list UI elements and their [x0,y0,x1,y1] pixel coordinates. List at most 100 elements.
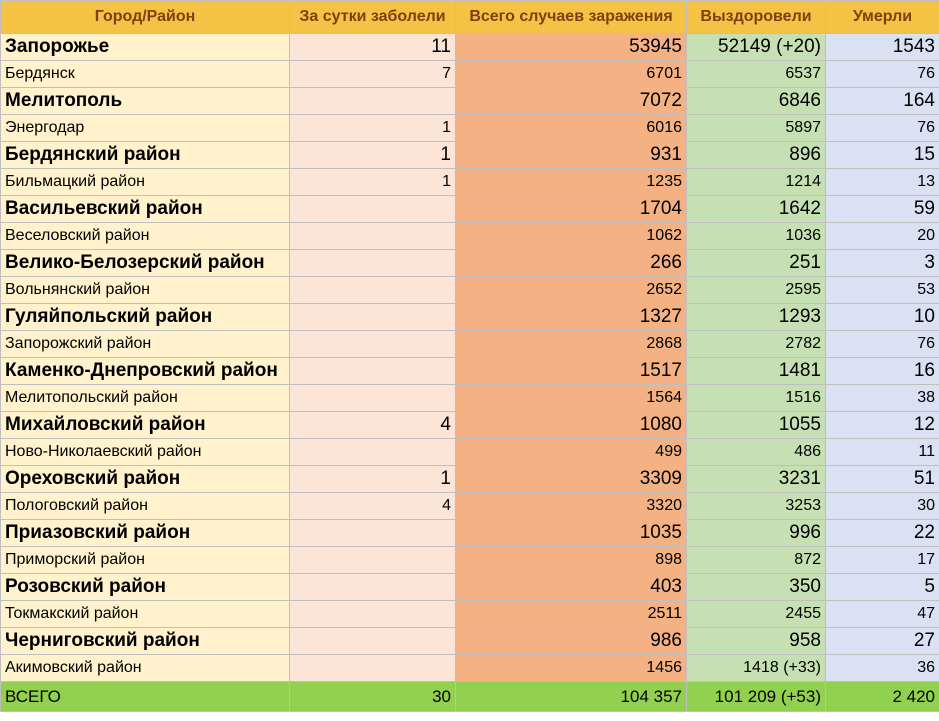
value-cell: 2455 [686,600,826,628]
total-row: ВСЕГО 30 104 357 101 209 (+53) 2 420 [0,681,939,712]
value-cell: 5897 [686,114,826,142]
value-cell: 11 [289,33,456,61]
region-cell: Гуляйпольский район [0,303,290,331]
value-cell: 27 [825,627,939,655]
value-cell [289,357,456,385]
value-cell [289,627,456,655]
value-cell [289,384,456,412]
region-cell: Бердянск [0,60,290,88]
value-cell: 4 [289,411,456,439]
region-cell: Запорожский район [0,330,290,358]
region-cell: Акимовский район [0,654,290,682]
value-cell: 1642 [686,195,826,223]
data-row: Пологовский район 4 3320 3253 30 [0,492,939,520]
value-cell: 1517 [455,357,687,385]
value-cell: 1 [289,465,456,493]
data-row: Мелитополь 7072 6846 164 [0,87,939,115]
region-cell: Ново-Николаевский район [0,438,290,466]
value-cell: 486 [686,438,826,466]
region-cell: Михайловский район [0,411,290,439]
value-cell [289,600,456,628]
data-row: Ореховский район 1 3309 3231 51 [0,465,939,493]
value-cell: 958 [686,627,826,655]
value-cell: 1035 [455,519,687,547]
value-cell: 5 [825,573,939,601]
value-cell: 164 [825,87,939,115]
value-cell: 2 420 [825,681,939,712]
value-cell: 403 [455,573,687,601]
data-row: Вольнянский район 2652 2595 53 [0,276,939,304]
value-cell: 1235 [455,168,687,196]
value-cell: 1 [289,141,456,169]
value-cell: 1481 [686,357,826,385]
value-cell: 1516 [686,384,826,412]
value-cell [289,654,456,682]
value-cell: 76 [825,114,939,142]
header-row: Город/Район За сутки заболели Всего случае… [0,0,939,34]
region-cell: Приморский район [0,546,290,574]
value-cell [289,249,456,277]
data-row: Запорожский район 2868 2782 76 [0,330,939,358]
value-cell: 3 [825,249,939,277]
value-cell: 1327 [455,303,687,331]
value-cell [289,330,456,358]
value-cell: 1704 [455,195,687,223]
value-cell: 76 [825,330,939,358]
region-cell: Васильевский район [0,195,290,223]
value-cell: 1080 [455,411,687,439]
value-cell [289,573,456,601]
value-cell: 2652 [455,276,687,304]
value-cell [289,303,456,331]
value-cell: 3231 [686,465,826,493]
region-cell: Ореховский район [0,465,290,493]
value-cell: 47 [825,600,939,628]
value-cell: 101 209 (+53) [686,681,826,712]
data-row: Запорожье 11 53945 52149 (+20) 1543 [0,33,939,61]
value-cell: 36 [825,654,939,682]
region-cell: Приазовский район [0,519,290,547]
value-cell: 30 [289,681,456,712]
region-cell: Веселовский район [0,222,290,250]
region-cell: Велико-Белозерский район [0,249,290,277]
value-cell: 3309 [455,465,687,493]
data-row: Ново-Николаевский район 499 486 11 [0,438,939,466]
region-cell: Черниговский район [0,627,290,655]
value-cell: 896 [686,141,826,169]
value-cell: 15 [825,141,939,169]
region-cell: Запорожье [0,33,290,61]
region-cell: Энергодар [0,114,290,142]
value-cell: 1036 [686,222,826,250]
value-cell: 986 [455,627,687,655]
value-cell: 251 [686,249,826,277]
value-cell: 3320 [455,492,687,520]
value-cell: 51 [825,465,939,493]
value-cell: 1 [289,168,456,196]
value-cell: 6016 [455,114,687,142]
data-row: Энергодар 1 6016 5897 76 [0,114,939,142]
value-cell: 499 [455,438,687,466]
value-cell: 76 [825,60,939,88]
value-cell: 38 [825,384,939,412]
data-row: Велико-Белозерский район 266 251 3 [0,249,939,277]
value-cell: 2782 [686,330,826,358]
data-row: Приморский район 898 872 17 [0,546,939,574]
data-row: Розовский район 403 350 5 [0,573,939,601]
value-cell: 7072 [455,87,687,115]
value-cell: 1456 [455,654,687,682]
value-cell: 13 [825,168,939,196]
value-cell [289,546,456,574]
value-cell [289,438,456,466]
data-row: Гуляйпольский район 1327 1293 10 [0,303,939,331]
data-row: Черниговский район 986 958 27 [0,627,939,655]
region-cell: Вольнянский район [0,276,290,304]
value-cell: 53 [825,276,939,304]
value-cell: 2511 [455,600,687,628]
value-cell: 266 [455,249,687,277]
value-cell: 6846 [686,87,826,115]
value-cell: 16 [825,357,939,385]
value-cell: 872 [686,546,826,574]
value-cell: 4 [289,492,456,520]
value-cell: 1418 (+33) [686,654,826,682]
